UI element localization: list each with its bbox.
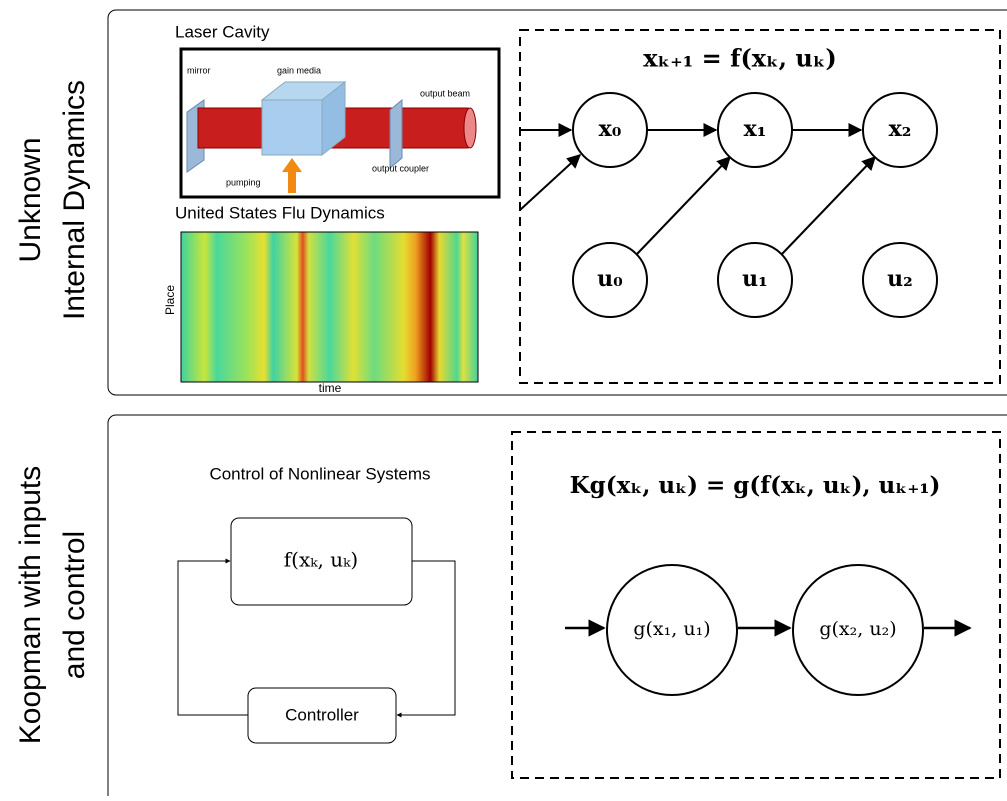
node	[792, 564, 924, 696]
equation: xₖ₊₁ = f(xₖ, uₖ)	[643, 44, 837, 73]
arrow	[519, 154, 582, 211]
panel-frame	[107, 414, 1007, 801]
node-label: x₂	[889, 116, 912, 142]
node-label: x₁	[744, 116, 767, 142]
node-label: x₀	[599, 116, 622, 142]
node	[717, 242, 793, 318]
node-label: u₀	[597, 266, 623, 292]
dashed-box	[519, 29, 1001, 384]
node	[862, 92, 938, 168]
flu-title: United States Flu Dynamics	[175, 203, 385, 222]
flu-y-label: Place	[163, 285, 177, 315]
node-label: g(x₁, u₁)	[633, 618, 710, 640]
side-label-line: Internal Dynamics	[58, 80, 91, 320]
plant-label: f(xₖ, uₖ)	[284, 548, 358, 572]
control-title: Control of Nonlinear Systems	[209, 464, 430, 483]
equation: Kg(xₖ, uₖ) = g(f(xₖ, uₖ), uₖ₊₁)	[570, 472, 941, 499]
controller-label: Controller	[285, 705, 359, 724]
side-label: Unknown Internal Dynamics	[14, 80, 91, 320]
pump-arrow	[282, 158, 302, 193]
coupler	[389, 98, 403, 170]
panel-frame	[107, 9, 1007, 396]
laser-title: Laser Cavity	[175, 22, 270, 41]
side-label-line: Koopman with inputs	[14, 466, 47, 745]
laser-label: mirror	[187, 65, 211, 75]
feedback-line	[396, 560, 456, 718]
node-label: u₂	[887, 266, 913, 292]
dashed-box	[511, 431, 1001, 779]
side-label-line: Unknown	[14, 137, 47, 262]
laser-label: output coupler	[372, 163, 429, 173]
laser-label: output beam	[420, 88, 470, 98]
laser-label: pumping	[226, 177, 261, 187]
side-label-line: and control	[58, 531, 91, 679]
node	[572, 242, 648, 318]
node	[606, 564, 738, 696]
gain-media	[261, 99, 323, 156]
beam-end	[463, 107, 477, 149]
flu-heatmap	[180, 231, 479, 383]
laser-label: gain media	[277, 65, 321, 75]
node	[862, 242, 938, 318]
node	[572, 92, 648, 168]
arrow	[636, 155, 731, 255]
arrow	[781, 155, 876, 255]
node	[717, 92, 793, 168]
side-label: Koopman with inputs and control	[14, 466, 91, 745]
flu-x-label: time	[319, 381, 342, 395]
feedback-line	[177, 558, 248, 716]
node-label: u₁	[742, 266, 768, 292]
gain-side	[321, 80, 346, 157]
node-label: g(x₂, u₂)	[819, 618, 896, 640]
